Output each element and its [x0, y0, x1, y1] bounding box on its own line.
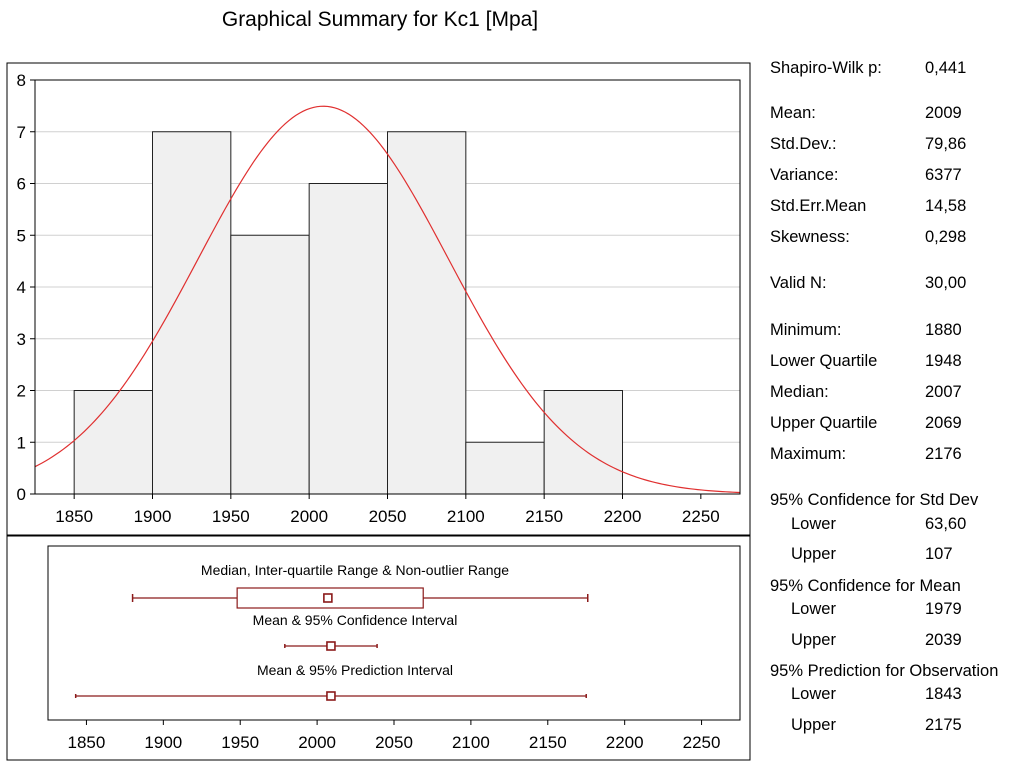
y-tick-label: 7 [17, 123, 26, 142]
stat-value: 6377 [925, 166, 962, 184]
x-tick-label: 2100 [452, 733, 490, 752]
stat-value: 1880 [925, 321, 962, 339]
stat-label: Maximum: [770, 445, 847, 463]
x-tick-label: 2200 [606, 733, 644, 752]
y-tick-label: 3 [17, 330, 26, 349]
boxplot-row-label: Median, Inter-quartile Range & Non-outli… [201, 562, 509, 578]
histogram-x-axis: 1850 1900 1950 2000 2050 2100 2150 2200 2250 [55, 494, 720, 526]
histogram-bar [230, 234, 310, 495]
histogram-bar [465, 441, 545, 495]
stat-label: Valid N: [770, 274, 827, 292]
histogram-bar [308, 183, 388, 495]
x-tick-label: 2000 [298, 733, 336, 752]
ci-std-heading: 95% Confidence for Std Dev [770, 491, 979, 509]
x-tick-label: 1900 [144, 733, 182, 752]
x-tick-label: 1950 [221, 733, 259, 752]
x-tick-label: 2200 [604, 507, 642, 526]
stat-label: Lower [791, 685, 836, 703]
stat-label: Std.Dev.: [770, 135, 837, 153]
stat-label: Mean: [770, 104, 816, 122]
stat-label: Upper [791, 716, 836, 734]
x-tick-label: 1950 [212, 507, 250, 526]
pi-obs-heading: 95% Prediction for Observation [770, 662, 999, 680]
stat-value: 0,441 [925, 59, 967, 77]
x-tick-label: 1850 [68, 733, 106, 752]
histogram-bars [73, 131, 624, 495]
stat-label: Upper [791, 631, 836, 649]
boxplot-row-label: Mean & 95% Prediction Interval [257, 662, 453, 678]
histogram-bar [73, 390, 153, 495]
x-tick-label: 2250 [683, 733, 721, 752]
stat-label: Lower Quartile [770, 352, 878, 370]
boxplot-frame [6, 535, 751, 761]
stat-value: 63,60 [925, 515, 967, 533]
x-tick-label: 2150 [525, 507, 563, 526]
stat-label: Upper [791, 545, 836, 563]
x-tick-label: 2250 [682, 507, 720, 526]
x-tick-label: 2050 [369, 507, 407, 526]
center-marker [323, 593, 333, 603]
y-tick-label: 0 [17, 485, 26, 504]
x-tick-label: 2150 [529, 733, 567, 752]
histogram-bar [152, 131, 232, 495]
stat-value: 2009 [925, 104, 962, 122]
y-tick-label: 1 [17, 433, 26, 452]
stat-label: Upper Quartile [770, 414, 878, 432]
stat-value: 2069 [925, 414, 962, 432]
stat-value: 1948 [925, 352, 962, 370]
stat-value: 0,298 [925, 228, 967, 246]
stat-value: 1979 [925, 600, 962, 618]
stat-label: Variance: [770, 166, 839, 184]
boxplot-rows: Median, Inter-quartile Range & Non-outli… [74, 562, 589, 701]
stat-value: 79,86 [925, 135, 967, 153]
stat-label: Lower [791, 515, 836, 533]
y-tick-label: 5 [17, 226, 26, 245]
stat-value: 2039 [925, 631, 962, 649]
stat-value: 14,58 [925, 197, 967, 215]
stat-label: Lower [791, 600, 836, 618]
normal-curve [34, 105, 741, 494]
y-tick-label: 2 [17, 382, 26, 401]
stat-label: Shapiro-Wilk p: [770, 59, 882, 77]
center-marker [326, 691, 336, 701]
histogram-bar [543, 390, 624, 495]
stat-label: Minimum: [770, 321, 842, 339]
stat-label: Median: [770, 383, 829, 401]
y-tick-label: 6 [17, 175, 26, 194]
histogram-bar [387, 131, 467, 495]
x-tick-label: 1900 [134, 507, 172, 526]
stat-label: Std.Err.Mean [770, 197, 867, 215]
x-tick-label: 2050 [375, 733, 413, 752]
stat-value: 2175 [925, 716, 962, 734]
histogram-y-axis: 0 1 2 3 4 5 6 7 8 [17, 71, 35, 504]
stat-label: Skewness: [770, 228, 850, 246]
stat-value: 107 [925, 545, 953, 563]
x-tick-label: 2100 [447, 507, 485, 526]
center-marker [326, 641, 336, 651]
boxplot-row-label: Mean & 95% Confidence Interval [253, 612, 458, 628]
stat-value: 1843 [925, 685, 962, 703]
stat-value: 30,00 [925, 274, 967, 292]
x-tick-label: 2000 [290, 507, 328, 526]
ci-mean-heading: 95% Confidence for Mean [770, 577, 961, 595]
boxplot-x-axis: 1850 1900 1950 2000 2050 2100 2150 2200 2250 [68, 720, 721, 752]
summary-chart: 0 1 2 3 4 5 6 7 8 1850 1900 1950 2000 2050 2100 2150 22… [6, 62, 751, 761]
chart-title: Graphical Summary for Kc1 [Mpa] [221, 8, 539, 31]
y-tick-label: 8 [17, 71, 26, 90]
stat-value: 2007 [925, 383, 962, 401]
stat-value: 2176 [925, 445, 962, 463]
x-tick-label: 1850 [55, 507, 93, 526]
y-tick-label: 4 [17, 278, 26, 297]
